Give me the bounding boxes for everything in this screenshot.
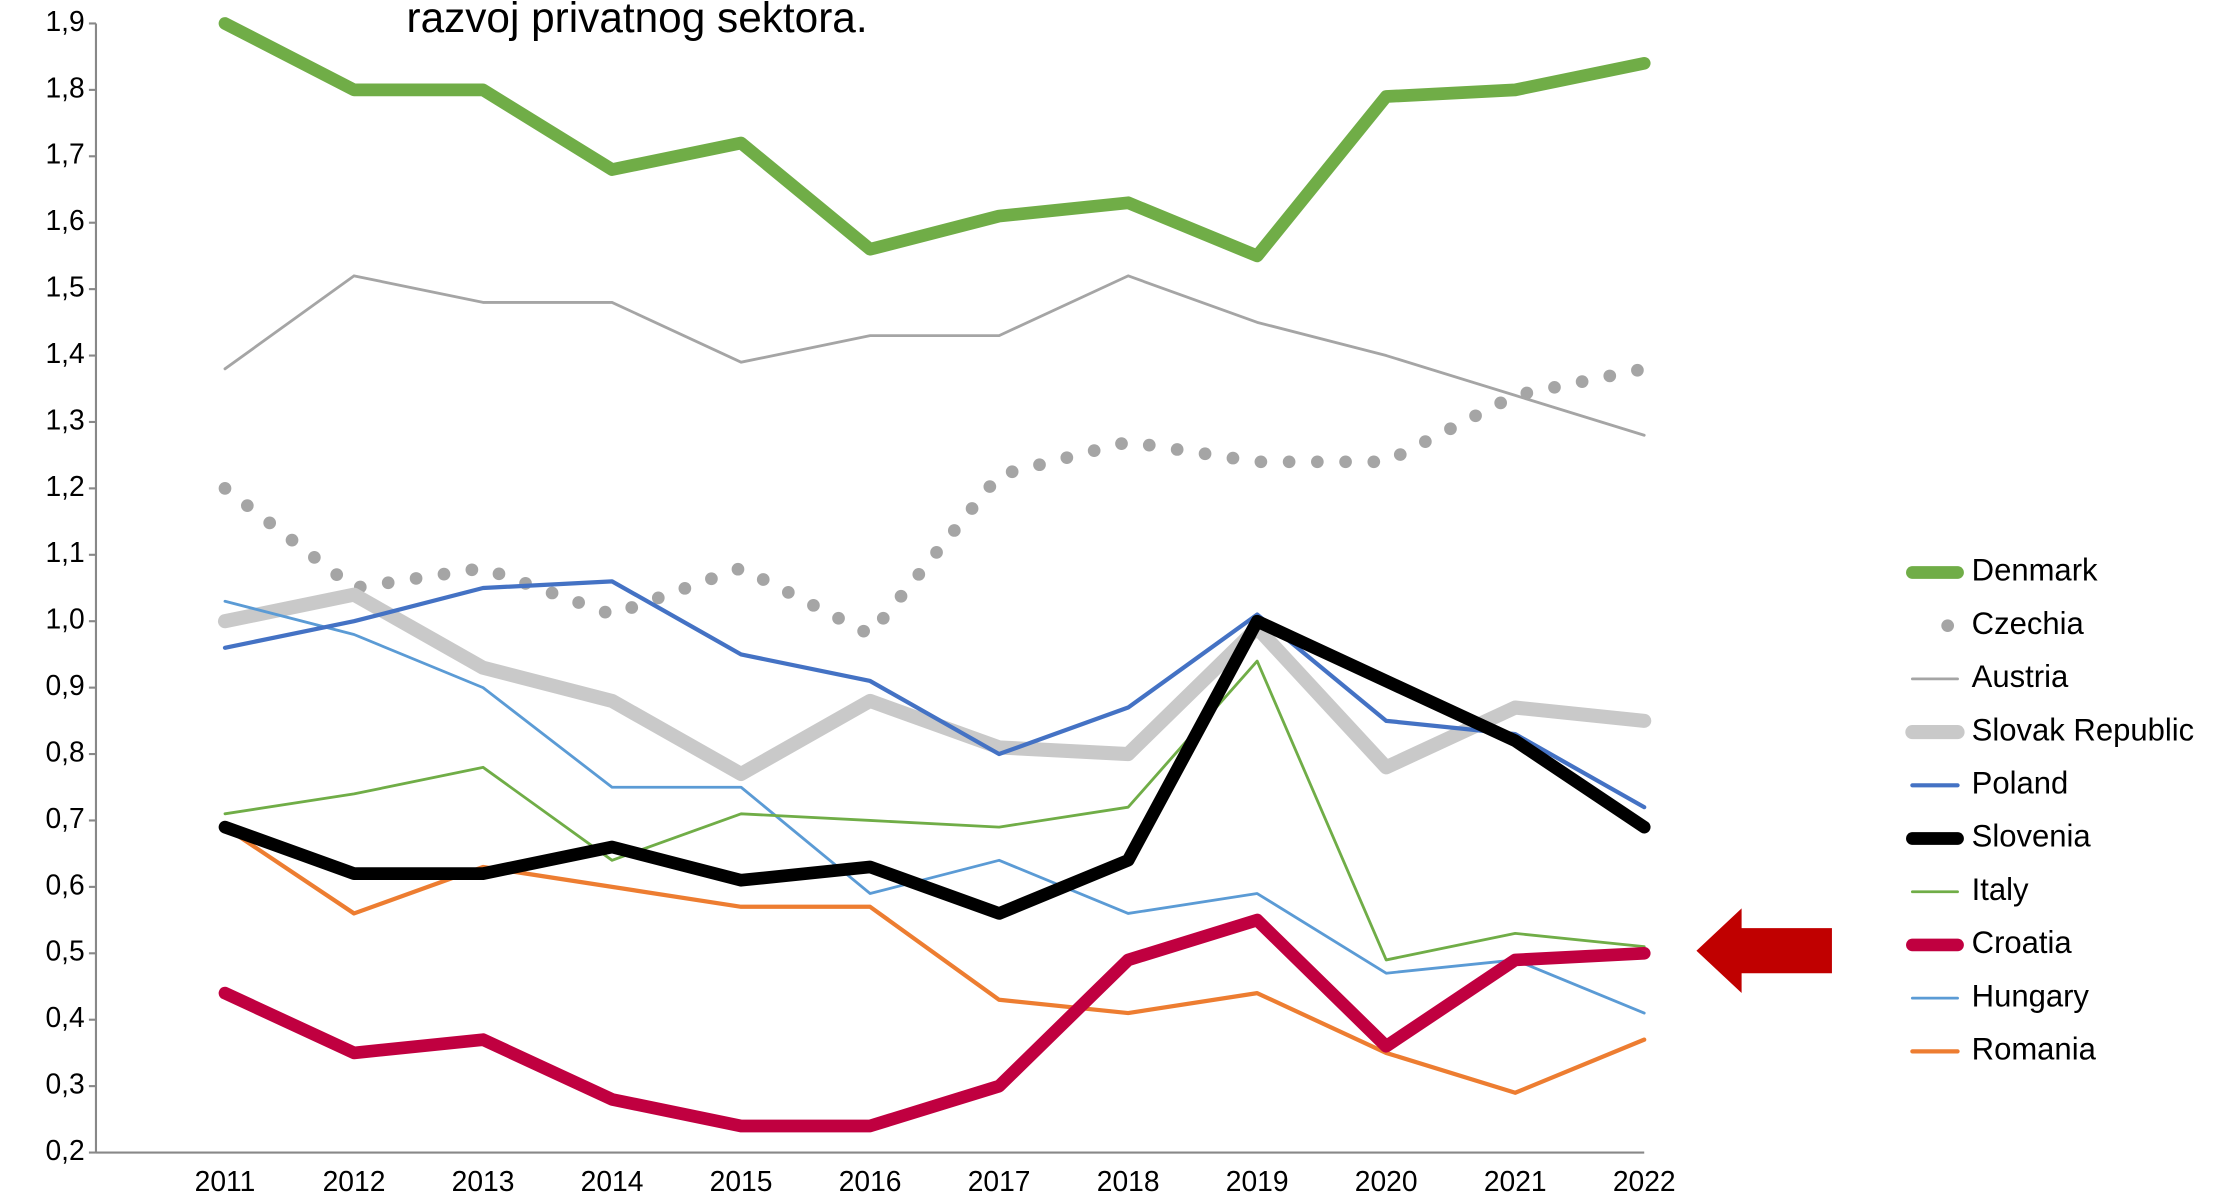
y-tick-label: 1,5 xyxy=(45,271,84,303)
legend-swatch xyxy=(1941,619,1955,633)
chart-title: razvoj privatnog sektora. xyxy=(406,0,867,41)
y-tick-label: 0,4 xyxy=(45,1001,84,1033)
y-tick-label: 1,3 xyxy=(45,403,84,435)
series-line xyxy=(218,362,1651,641)
x-tick-label: 2013 xyxy=(452,1165,515,1197)
y-tick-label: 1,0 xyxy=(45,603,84,635)
legend-label: Italy xyxy=(1972,872,2029,907)
y-tick-label: 1,4 xyxy=(45,337,84,369)
y-tick-label: 1,7 xyxy=(45,138,84,170)
legend-label: Czechia xyxy=(1972,606,2085,641)
y-tick-label: 1,9 xyxy=(45,5,84,37)
x-tick-label: 2020 xyxy=(1355,1165,1418,1197)
y-tick-label: 0,5 xyxy=(45,935,84,967)
x-tick-label: 2011 xyxy=(195,1165,256,1197)
arrow xyxy=(1696,908,1832,994)
series-line xyxy=(218,913,1651,1133)
legend-label: Romania xyxy=(1972,1032,2097,1067)
x-tick-label: 2015 xyxy=(710,1165,773,1197)
y-tick-label: 1,2 xyxy=(45,470,84,502)
x-tick-label: 2017 xyxy=(968,1165,1031,1197)
y-tick-label: 0,8 xyxy=(45,735,84,767)
series-line xyxy=(222,579,1647,810)
y-tick-label: 0,2 xyxy=(45,1134,84,1166)
y-tick-label: 0,3 xyxy=(45,1068,84,1100)
legend-label: Poland xyxy=(1972,766,2069,801)
x-tick-label: 2019 xyxy=(1226,1165,1289,1197)
y-tick-label: 1,6 xyxy=(45,204,84,236)
series-line xyxy=(223,599,1646,1015)
series-line xyxy=(218,614,1651,920)
legend-label: Croatia xyxy=(1972,925,2073,960)
series-line xyxy=(217,587,1652,782)
y-tick-label: 0,6 xyxy=(45,868,84,900)
y-tick-label: 1,8 xyxy=(45,71,84,103)
x-tick-label: 2018 xyxy=(1097,1165,1160,1197)
legend-label: Denmark xyxy=(1972,553,2098,588)
y-tick-label: 0,7 xyxy=(45,802,84,834)
y-tick-label: 0,9 xyxy=(45,669,84,701)
series-line xyxy=(222,824,1647,1095)
x-tick-label: 2021 xyxy=(1484,1165,1547,1197)
y-tick-label: 1,1 xyxy=(45,536,84,568)
legend-label: Slovenia xyxy=(1972,819,2092,854)
x-tick-label: 2014 xyxy=(581,1165,644,1197)
series-line xyxy=(223,659,1646,962)
x-tick-label: 2022 xyxy=(1613,1165,1676,1197)
series-line xyxy=(223,274,1646,437)
legend-label: Slovak Republic xyxy=(1972,712,2195,747)
legend-label: Hungary xyxy=(1972,978,2090,1013)
x-tick-label: 2012 xyxy=(323,1165,386,1197)
series-line xyxy=(218,17,1651,263)
x-tick-label: 2016 xyxy=(839,1165,902,1197)
legend-label: Austria xyxy=(1972,659,2069,694)
